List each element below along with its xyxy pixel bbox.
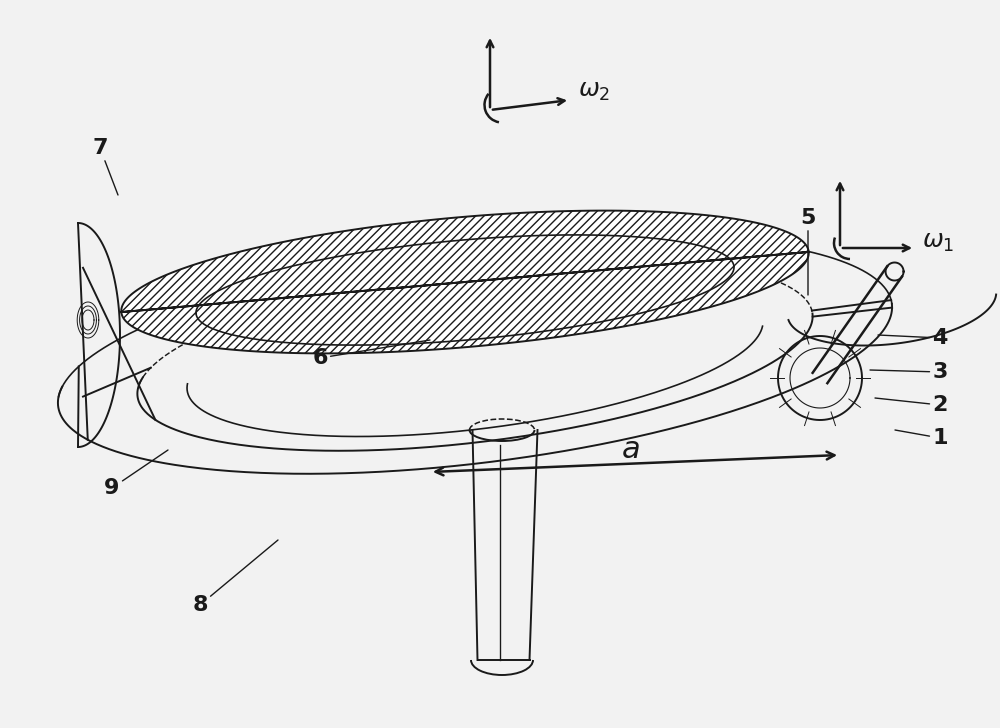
Text: 6: 6	[312, 340, 430, 368]
Text: 7: 7	[92, 138, 118, 195]
Text: $\omega_2$: $\omega_2$	[578, 81, 610, 103]
Text: 1: 1	[895, 428, 948, 448]
Text: $\omega_1$: $\omega_1$	[922, 232, 954, 255]
Text: 4: 4	[878, 328, 948, 348]
Text: $a$: $a$	[621, 435, 639, 465]
Polygon shape	[121, 210, 809, 353]
Text: 2: 2	[875, 395, 948, 415]
Text: 5: 5	[800, 208, 816, 295]
Text: 3: 3	[870, 362, 948, 382]
Text: 8: 8	[192, 540, 278, 615]
Text: 9: 9	[104, 450, 168, 498]
